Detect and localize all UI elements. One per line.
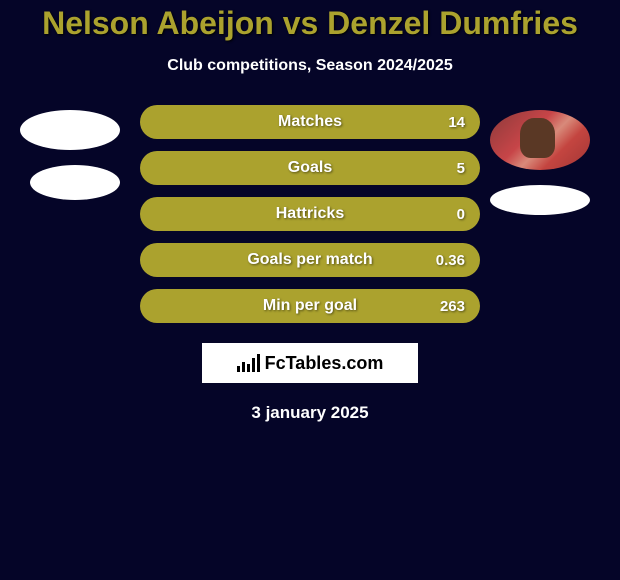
- stat-value-right: 0.36: [436, 252, 465, 269]
- stat-bar-matches: Matches 14: [140, 105, 480, 139]
- player-right-avatar-placeholder: [490, 185, 590, 215]
- stat-label: Goals per match: [247, 251, 372, 269]
- stat-bar-goals: Goals 5: [140, 151, 480, 185]
- stat-bar-goals-per-match: Goals per match 0.36: [140, 243, 480, 277]
- stat-label: Goals: [288, 159, 332, 177]
- stat-label: Matches: [278, 113, 342, 131]
- page-title: Nelson Abeijon vs Denzel Dumfries: [0, 5, 620, 42]
- stat-value-right: 0: [457, 206, 465, 223]
- comparison-container: Nelson Abeijon vs Denzel Dumfries Club c…: [0, 0, 620, 423]
- stat-value-right: 14: [448, 114, 465, 131]
- content-row: Matches 14 Goals 5 Hattricks 0 Goals per…: [0, 105, 620, 323]
- player-right-avatar: [490, 110, 590, 170]
- date-text: 3 january 2025: [0, 403, 620, 423]
- chart-icon: [237, 354, 260, 372]
- stat-label: Hattricks: [276, 205, 344, 223]
- stat-bar-hattricks: Hattricks 0: [140, 197, 480, 231]
- player-left-avatar-placeholder-1: [20, 110, 120, 150]
- stats-column: Matches 14 Goals 5 Hattricks 0 Goals per…: [140, 105, 480, 323]
- stat-bar-min-per-goal: Min per goal 263: [140, 289, 480, 323]
- player-right-column: [490, 105, 600, 323]
- stat-label: Min per goal: [263, 297, 357, 315]
- player-left-column: [20, 105, 130, 323]
- player-left-avatar-placeholder-2: [30, 165, 120, 200]
- stat-value-right: 5: [457, 160, 465, 177]
- stat-value-right: 263: [440, 298, 465, 315]
- watermark-badge: FcTables.com: [202, 343, 418, 383]
- watermark-text: FcTables.com: [265, 353, 384, 374]
- subtitle: Club competitions, Season 2024/2025: [0, 57, 620, 75]
